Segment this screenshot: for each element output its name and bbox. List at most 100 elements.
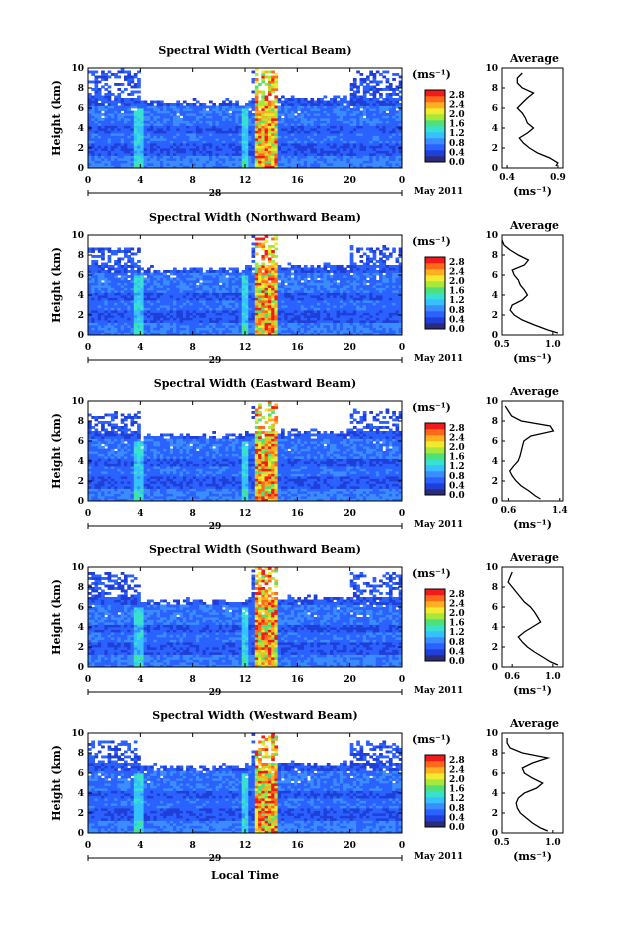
heatmap-cell [195, 128, 200, 131]
heatmap-cell [163, 145, 167, 149]
heatmap-cell [166, 287, 171, 291]
heatmap-cell [153, 322, 158, 326]
heatmap-cell [97, 115, 102, 119]
heatmap-cell [114, 100, 118, 104]
heatmap-cell [137, 260, 141, 263]
heatmap-cell [143, 143, 148, 146]
heatmap-cell [326, 305, 331, 308]
heatmap-cell [343, 158, 347, 161]
heatmap-cell [202, 143, 207, 146]
heatmap-cell [166, 128, 171, 131]
heatmap-cell [130, 125, 135, 129]
heatmap-cell [110, 100, 115, 104]
heatmap-cell [362, 140, 367, 144]
heatmap-cell [362, 153, 367, 156]
heatmap-cell [388, 155, 393, 159]
heatmap-cell [287, 322, 292, 326]
heatmap-cell [313, 123, 318, 126]
heatmap-cell [261, 120, 266, 124]
heatmap-cell [209, 317, 213, 321]
heatmap-cell [303, 327, 308, 331]
heatmap-cell [267, 327, 272, 331]
heatmap-cell [202, 125, 207, 129]
heatmap-cell [284, 118, 288, 121]
heatmap-cell [222, 153, 226, 156]
heatmap-cell [101, 272, 105, 276]
heatmap-cell [336, 165, 341, 169]
heatmap-cell [241, 287, 246, 291]
heatmap-cell [382, 103, 387, 106]
heatmap-cell [264, 275, 269, 278]
heatmap-cell [362, 113, 367, 116]
heatmap-cell [300, 310, 305, 313]
heatmap-cell [104, 282, 109, 286]
heatmap-cell [300, 320, 305, 323]
heatmap-cell [110, 165, 115, 169]
heatmap-cell [101, 282, 105, 286]
heatmap-cell [195, 272, 200, 276]
heatmap-cell [127, 143, 131, 146]
heatmap-cell [251, 138, 256, 141]
heatmap-cell [133, 272, 138, 276]
heatmap-cell [166, 330, 171, 333]
heatmap-cell [124, 115, 128, 119]
heatmap-cell [130, 140, 135, 144]
heatmap-cell [388, 105, 393, 109]
heatmap-cell [366, 113, 370, 116]
heatmap-cell [199, 103, 203, 106]
heatmap-cell [274, 287, 279, 291]
heatmap-cell [133, 155, 138, 159]
heatmap-cell [202, 327, 207, 331]
heatmap-cell [130, 120, 135, 124]
heatmap-cell [375, 133, 380, 136]
heatmap-cell [97, 310, 102, 313]
heatmap-cell [264, 302, 269, 306]
heatmap-cell [277, 295, 282, 298]
heatmap-cell [264, 252, 269, 256]
heatmap-cell [330, 100, 334, 104]
heatmap-cell [228, 272, 233, 276]
heatmap-cell [228, 295, 233, 298]
heatmap-cell [382, 105, 387, 109]
heatmap-cell [182, 120, 187, 124]
heatmap-cell [398, 110, 403, 114]
heatmap-cell [258, 287, 262, 291]
heatmap-cell [124, 247, 128, 251]
heatmap-cell [248, 322, 252, 326]
heatmap-cell [366, 108, 370, 111]
heatmap-cell [97, 93, 102, 96]
heatmap-cell [254, 88, 259, 91]
heatmap-cell [281, 295, 285, 298]
heatmap-cell [300, 282, 305, 286]
heatmap-cell [179, 275, 184, 278]
heatmap-cell [346, 150, 351, 154]
heatmap-cell [385, 100, 390, 104]
heatmap-cell [169, 325, 174, 328]
heatmap-cell [101, 113, 105, 116]
heatmap-cell [287, 133, 292, 136]
heatmap-cell [303, 118, 308, 121]
heatmap-cell [160, 128, 164, 131]
heatmap-cell [369, 88, 373, 91]
heatmap-cell [114, 322, 118, 326]
heatmap-cell [356, 90, 360, 94]
heatmap-cell [205, 300, 210, 303]
heatmap-cell [130, 165, 135, 169]
heatmap-cell [300, 295, 305, 298]
heatmap-cell [349, 130, 354, 134]
heatmap-cell [300, 307, 305, 311]
heatmap-cell [169, 280, 174, 283]
heatmap-cell [133, 305, 138, 308]
heatmap-cell [323, 275, 328, 278]
heatmap-cell [284, 150, 288, 154]
heatmap-cell [235, 163, 239, 166]
heatmap-cell [284, 145, 288, 149]
heatmap-cell [186, 150, 190, 154]
heatmap-cell [290, 280, 295, 283]
heatmap-cell [117, 307, 122, 311]
heatmap-cell [179, 118, 184, 121]
heatmap-cell [222, 330, 226, 333]
heatmap-cell [199, 297, 203, 301]
average-frame [501, 67, 564, 169]
heatmap-cell [120, 307, 125, 311]
